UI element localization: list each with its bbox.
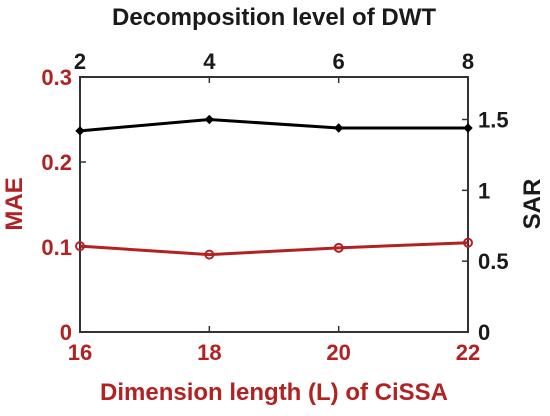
bottom-tick-label: 18 [197, 340, 221, 365]
left-axis-title: MAE [1, 177, 28, 230]
bottom-axis-title: Dimension length (L) of CiSSA [100, 379, 448, 406]
right-axis-title: SAR [519, 179, 546, 230]
left-tick-label: 0.3 [41, 65, 72, 90]
left-tick-label: 0.2 [41, 150, 72, 175]
left-tick-label: 0 [60, 320, 72, 345]
series-point-1 [75, 126, 85, 136]
right-tick-label: 0 [478, 320, 490, 345]
series-point-0 [463, 237, 473, 248]
right-tick-label: 1.5 [478, 108, 509, 133]
series-line-1 [79, 117, 468, 133]
right-tick-label: 0.5 [478, 249, 509, 274]
top-tick-label: 4 [203, 49, 216, 74]
right-tick-label: 1 [478, 178, 490, 203]
left-axis-ticks: 0 0.1 0.2 0.3 [41, 65, 86, 345]
series-point-1 [333, 123, 344, 133]
top-axis-title: Decomposition level of DWT [112, 4, 436, 31]
series-line-0 [79, 241, 469, 257]
series-point-1 [463, 123, 473, 133]
bottom-tick-label: 22 [456, 340, 480, 365]
top-tick-label: 2 [74, 49, 86, 74]
bottom-axis-ticks: 16 18 20 22 [68, 326, 480, 365]
series-layer [75, 114, 473, 260]
right-axis-ticks: 0 0.5 1 1.5 [462, 108, 509, 345]
top-tick-label: 8 [462, 49, 474, 74]
series-point-1 [204, 114, 215, 125]
series-point-0 [204, 249, 215, 260]
bottom-tick-label: 16 [68, 340, 92, 365]
left-tick-label: 0.1 [41, 235, 72, 260]
top-axis-ticks: 2 4 6 8 [74, 49, 474, 83]
bottom-tick-label: 20 [326, 340, 350, 365]
series-point-0 [333, 242, 344, 253]
series-point-0 [75, 241, 85, 252]
top-tick-label: 6 [333, 49, 345, 74]
plot-area [79, 76, 469, 333]
